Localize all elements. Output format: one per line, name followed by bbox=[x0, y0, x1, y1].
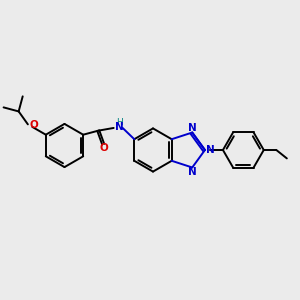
Text: O: O bbox=[29, 120, 38, 130]
Text: N: N bbox=[115, 122, 124, 132]
Text: H: H bbox=[116, 118, 123, 127]
Text: N: N bbox=[206, 145, 215, 155]
Text: N: N bbox=[188, 123, 197, 133]
Text: O: O bbox=[100, 143, 109, 153]
Text: N: N bbox=[188, 167, 197, 177]
